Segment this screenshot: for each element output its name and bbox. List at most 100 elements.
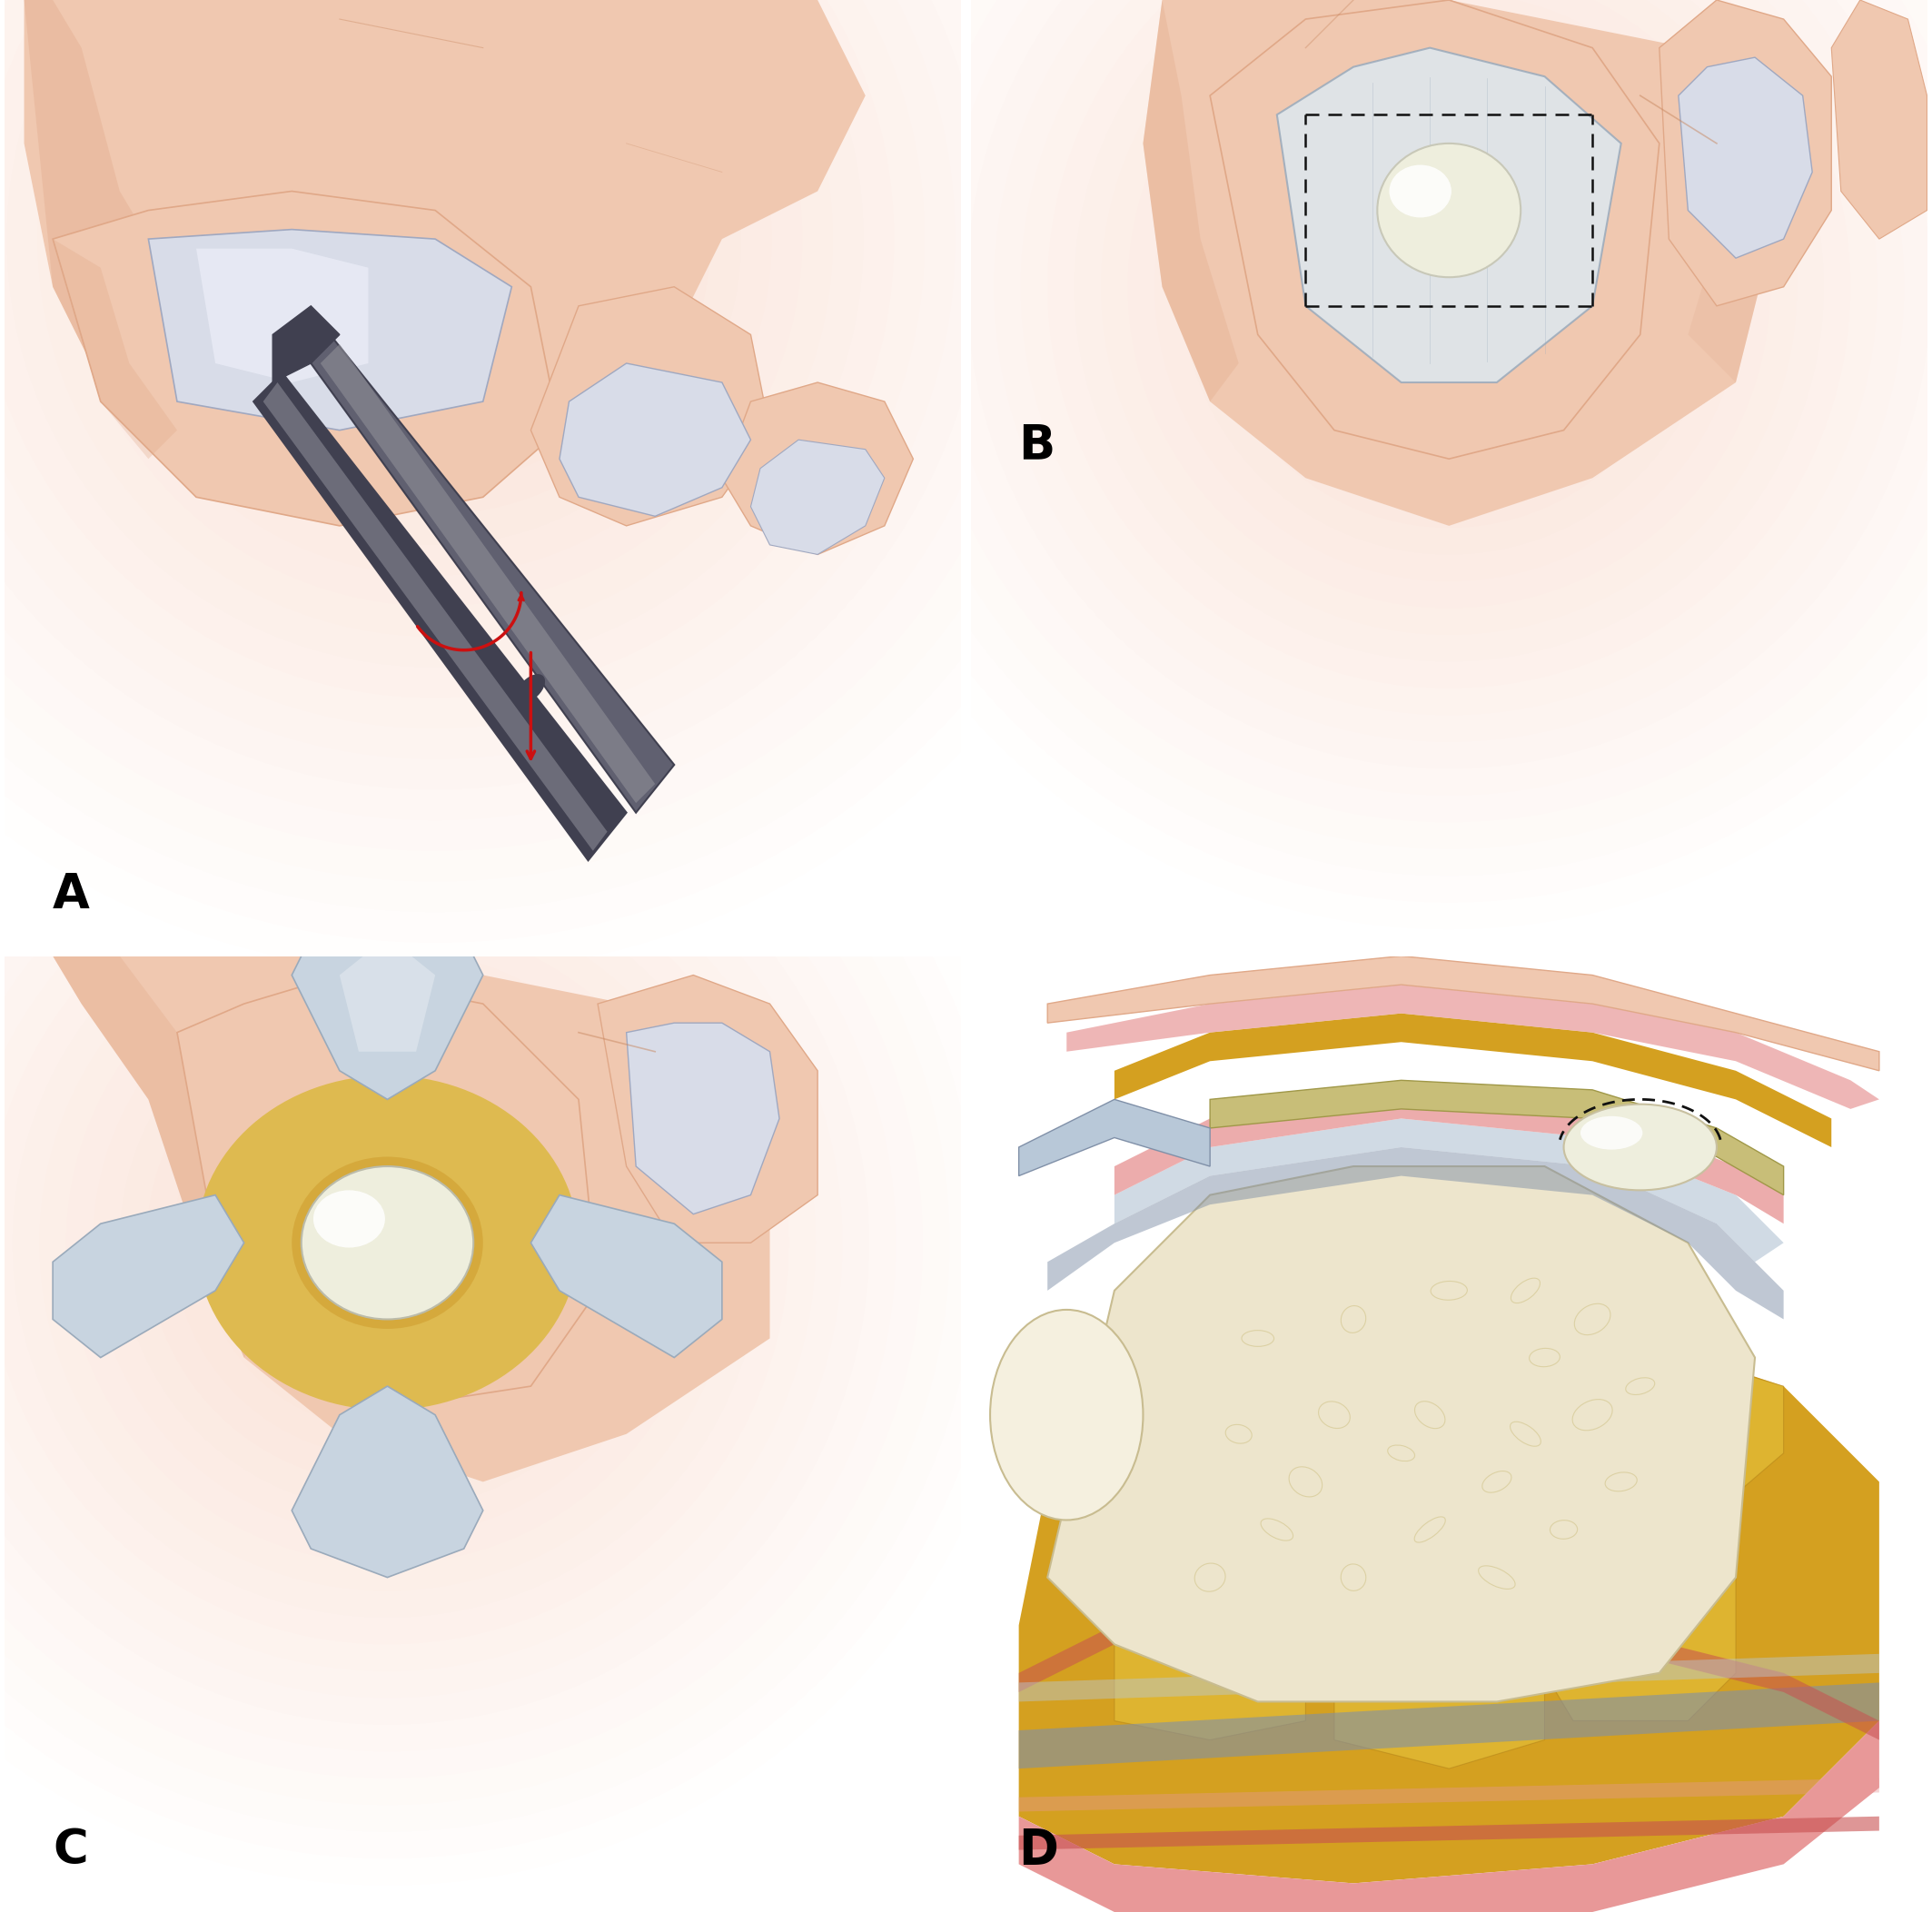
Ellipse shape: [226, 1082, 549, 1403]
Ellipse shape: [292, 1157, 483, 1329]
Polygon shape: [1544, 1510, 1735, 1721]
Ellipse shape: [66, 922, 709, 1564]
Ellipse shape: [0, 0, 1169, 973]
Ellipse shape: [0, 788, 842, 1698]
Polygon shape: [560, 363, 752, 516]
Polygon shape: [1115, 1549, 1306, 1740]
Ellipse shape: [39, 895, 736, 1591]
Ellipse shape: [0, 681, 949, 1805]
Ellipse shape: [1101, 0, 1797, 635]
Ellipse shape: [1074, 0, 1824, 662]
Ellipse shape: [0, 707, 923, 1778]
Ellipse shape: [253, 1109, 522, 1377]
Ellipse shape: [1289, 126, 1609, 447]
Ellipse shape: [201, 1055, 576, 1430]
Text: D: D: [1018, 1828, 1059, 1874]
Ellipse shape: [1395, 233, 1503, 340]
Ellipse shape: [0, 627, 1003, 1858]
Polygon shape: [1832, 0, 1926, 239]
Ellipse shape: [0, 0, 954, 759]
Polygon shape: [1144, 0, 1783, 526]
Polygon shape: [178, 975, 597, 1405]
Polygon shape: [1018, 1654, 1880, 1702]
Ellipse shape: [0, 815, 815, 1671]
Polygon shape: [1621, 1358, 1783, 1510]
Polygon shape: [1018, 1099, 1209, 1176]
Text: C: C: [52, 1828, 89, 1874]
Polygon shape: [1115, 1013, 1832, 1147]
Ellipse shape: [1368, 206, 1530, 367]
Ellipse shape: [806, 0, 1932, 929]
Ellipse shape: [989, 1310, 1144, 1520]
Ellipse shape: [191, 0, 680, 484]
Polygon shape: [626, 1023, 779, 1214]
Ellipse shape: [37, 0, 833, 637]
Polygon shape: [1066, 985, 1880, 1109]
Polygon shape: [292, 908, 483, 1099]
Ellipse shape: [914, 0, 1932, 822]
Ellipse shape: [968, 0, 1930, 769]
Ellipse shape: [1389, 164, 1451, 218]
Polygon shape: [23, 0, 866, 478]
Ellipse shape: [1128, 0, 1770, 608]
Polygon shape: [1115, 1090, 1783, 1224]
Ellipse shape: [1378, 143, 1520, 277]
Ellipse shape: [68, 0, 802, 606]
Ellipse shape: [1020, 0, 1878, 715]
Ellipse shape: [344, 147, 527, 331]
Polygon shape: [292, 1386, 483, 1577]
Polygon shape: [52, 956, 272, 1358]
Ellipse shape: [1180, 19, 1718, 554]
Ellipse shape: [0, 0, 1138, 943]
Ellipse shape: [1262, 99, 1636, 474]
Polygon shape: [531, 1195, 723, 1358]
Polygon shape: [723, 382, 914, 554]
Polygon shape: [1018, 1721, 1880, 1912]
Ellipse shape: [404, 208, 466, 270]
Polygon shape: [52, 1195, 243, 1358]
Ellipse shape: [8, 0, 864, 667]
Ellipse shape: [147, 1002, 628, 1484]
Polygon shape: [23, 0, 243, 430]
Polygon shape: [1209, 1080, 1783, 1195]
Ellipse shape: [860, 0, 1932, 876]
Ellipse shape: [334, 1189, 440, 1296]
Ellipse shape: [1422, 260, 1476, 314]
Ellipse shape: [1155, 0, 1743, 581]
Ellipse shape: [313, 1189, 384, 1249]
Ellipse shape: [0, 761, 869, 1725]
Polygon shape: [253, 373, 626, 860]
Polygon shape: [1018, 1319, 1880, 1883]
Polygon shape: [311, 335, 674, 813]
Ellipse shape: [1235, 73, 1663, 501]
Polygon shape: [321, 344, 655, 803]
Ellipse shape: [361, 1216, 413, 1270]
Ellipse shape: [0, 734, 896, 1751]
Ellipse shape: [0, 574, 1057, 1912]
Ellipse shape: [197, 1075, 578, 1411]
Polygon shape: [597, 975, 817, 1243]
Ellipse shape: [313, 117, 558, 361]
Ellipse shape: [0, 600, 1030, 1885]
Ellipse shape: [833, 0, 1932, 902]
Ellipse shape: [375, 178, 497, 300]
Ellipse shape: [93, 948, 682, 1537]
Ellipse shape: [1580, 1117, 1642, 1149]
Polygon shape: [531, 287, 769, 526]
Polygon shape: [1115, 1415, 1354, 1549]
Polygon shape: [52, 191, 560, 526]
Polygon shape: [1018, 1816, 1880, 1851]
Polygon shape: [1335, 1606, 1544, 1769]
Ellipse shape: [280, 1136, 495, 1350]
Polygon shape: [1372, 1386, 1592, 1549]
Polygon shape: [1679, 57, 1812, 258]
Ellipse shape: [1047, 0, 1851, 688]
Ellipse shape: [99, 0, 771, 576]
Ellipse shape: [220, 25, 649, 453]
Ellipse shape: [0, 0, 1016, 820]
Polygon shape: [340, 937, 435, 1052]
Ellipse shape: [1563, 1103, 1718, 1189]
Polygon shape: [52, 956, 769, 1482]
Polygon shape: [1144, 0, 1238, 402]
Ellipse shape: [0, 0, 1078, 881]
